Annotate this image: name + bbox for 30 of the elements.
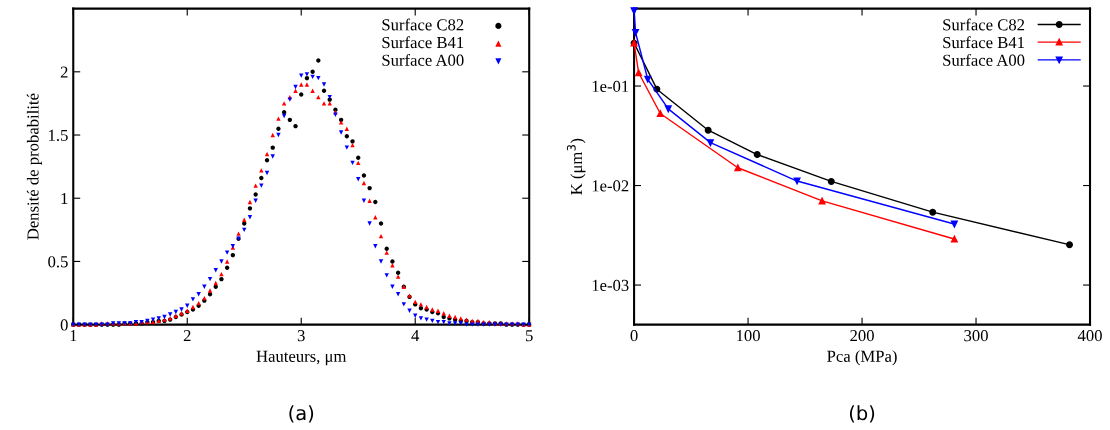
x-tick-label: 300	[964, 329, 988, 342]
y-tick-label: 2	[60, 66, 68, 78]
y-tick-label: 0.5	[48, 256, 68, 268]
legend-label: Surface C82	[382, 18, 464, 31]
legend-label: Surface C82	[943, 18, 1025, 31]
x-tick-label: 2	[183, 330, 191, 342]
y-axis-title: K (μm$^{3}$)	[566, 138, 586, 195]
y-tick-label: 1	[61, 193, 68, 205]
legend-label: Surface B41	[382, 36, 464, 49]
legend-label: Surface A00	[382, 53, 464, 66]
x-tick-label: 400	[1077, 329, 1102, 342]
y-tick-label: 1e-02	[592, 180, 629, 192]
x-tick-label: 3	[297, 330, 305, 342]
x-tick-label: 4	[411, 330, 420, 342]
x-tick-label: 200	[850, 329, 874, 342]
x-tick-label: 5	[526, 330, 533, 342]
y-axis-title: Densité de probabilité	[26, 93, 43, 240]
legend-label: Surface A00	[943, 53, 1025, 66]
x-axis-title: Pca (MPa)	[827, 350, 897, 366]
text: (b)	[849, 405, 875, 423]
x-tick-label: 1	[70, 330, 77, 342]
y-tick-label: 1e-03	[592, 279, 629, 291]
y-tick-label: 1e-01	[592, 80, 629, 92]
x-tick-label: 0	[630, 329, 638, 342]
x-axis-title: Hauteurs, μm	[256, 350, 347, 366]
legend-label: Surface B41	[943, 36, 1025, 49]
text: (a)	[289, 405, 314, 423]
y-tick-label: 1.5	[49, 129, 68, 142]
y-tick-label: 0	[60, 319, 68, 331]
x-tick-label: 100	[737, 329, 760, 342]
